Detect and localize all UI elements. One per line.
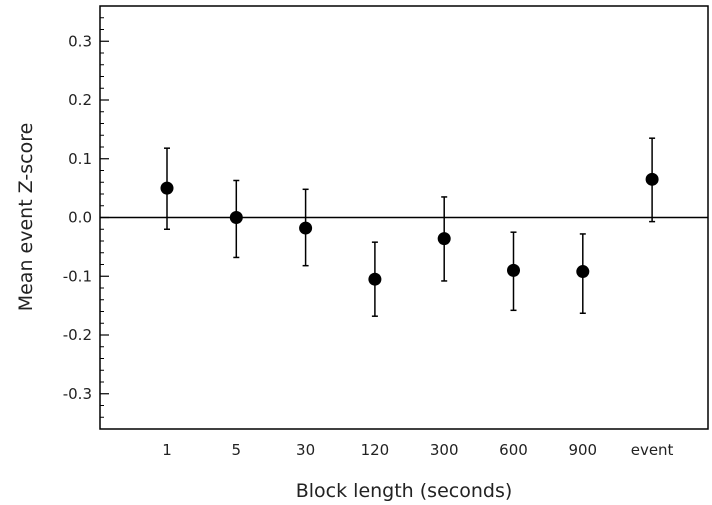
data-point [229,211,243,224]
y-tick-label: -0.2 [63,326,92,344]
x-tick-label: event [631,441,674,459]
x-tick-label: 900 [568,441,597,459]
x-tick-label: 5 [232,441,242,459]
x-tick-label: 1 [162,441,172,459]
data-point [160,181,174,195]
x-tick-label: 300 [430,441,459,459]
y-tick-label: 0.1 [68,150,92,168]
y-tick-label: 0.0 [68,209,92,227]
x-tick-label: 600 [499,441,528,459]
x-axis-title: Block length (seconds) [296,480,513,502]
data-point [507,263,520,277]
y-axis-minor-ticks [100,17,104,418]
y-tick-label: -0.1 [63,267,92,285]
x-tick-label: 30 [296,441,315,459]
data-point [368,272,382,286]
data-point [437,232,451,246]
y-tick-label: 0.3 [68,32,92,50]
error-bars [164,137,656,317]
data-point [645,172,659,186]
y-axis: -0.3 -0.2 -0.1 0.0 0.1 0.2 0.3 [63,32,109,403]
x-tick-label: 120 [361,441,390,459]
data-points [160,172,659,286]
data-point [299,221,313,235]
y-axis-title: Mean event Z-score [15,123,37,312]
y-tick-label: 0.2 [68,91,92,109]
data-point [576,265,590,279]
x-axis: 1 5 30 120 300 600 900 event [162,441,673,459]
y-tick-label: -0.3 [63,385,92,403]
